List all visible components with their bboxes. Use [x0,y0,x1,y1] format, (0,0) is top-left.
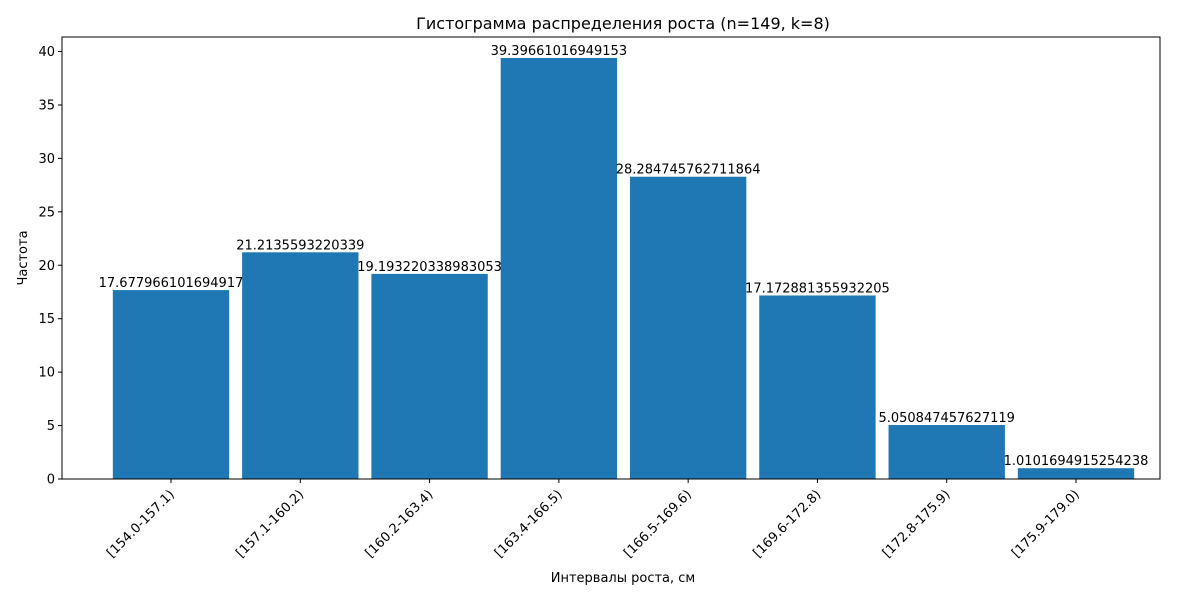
y-axis-label: Частота [16,230,31,285]
bar-7 [888,425,1005,479]
y-tick-label: 0 [47,473,55,488]
plot-area: 17.677966101694917 21.2135593220339 19.193… [38,44,1148,561]
bar-value-label: 5.050847457627119 [878,411,1014,426]
y-tick-label: 10 [38,366,55,381]
x-tick-label: [160.2-163.4) [363,487,437,561]
bar-value-label: 39.39661016949153 [491,44,627,59]
x-tick-label: [154.0-157.1) [104,487,178,561]
bar-value-label: 21.2135593220339 [236,238,364,253]
y-tick-label: 5 [47,419,55,434]
bar-6 [759,295,876,479]
y-tick-label: 40 [38,45,55,60]
x-tick-label: [166.5-169.6) [621,487,695,561]
plot-frame [61,36,1161,480]
x-axis-label: Интервалы роста, см [551,571,696,586]
bar-value-label: 28.284745762711864 [616,163,761,178]
bar-value-label: 17.172881355932205 [745,281,890,296]
x-tick-label: [175.9-179.0) [1009,487,1083,561]
bar-3 [371,273,488,479]
bar-4 [500,57,618,479]
chart-title: Гистограмма распределения роста (n=149, … [416,14,830,33]
x-tick-label: [169.6-172.8) [751,487,825,561]
y-tick-label: 15 [38,312,55,327]
y-tick-label: 20 [38,259,55,274]
bar-2 [242,252,359,479]
bar-value-label: 17.677966101694917 [99,276,244,291]
y-tick-label: 35 [38,98,55,113]
x-tick-label: [172.8-175.9) [880,487,954,561]
x-tick-label: [157.1-160.2) [233,487,307,561]
bar-8 [1017,468,1135,479]
bar-5 [629,176,747,480]
y-tick-label: 30 [38,152,55,167]
bar-value-label: 19.193220338983053 [357,260,502,275]
bar-1 [112,290,230,479]
x-tick-label: [163.4-166.5) [492,487,566,561]
y-tick-label: 25 [38,205,55,220]
bar-value-label: 1.0101694915254238 [1004,454,1149,469]
